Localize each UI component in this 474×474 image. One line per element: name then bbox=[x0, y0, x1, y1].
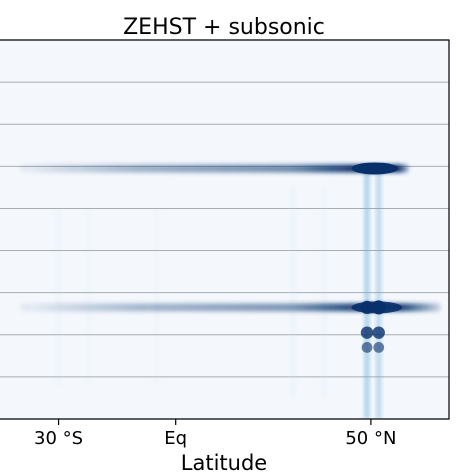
streak-mark bbox=[290, 187, 296, 398]
streak-mark bbox=[364, 166, 370, 419]
plot-area bbox=[0, 40, 449, 419]
x-tick-label: Eq bbox=[164, 428, 187, 449]
hotspot-mark bbox=[373, 342, 385, 353]
hotspot-mark bbox=[372, 326, 385, 339]
x-tick-label: 50 °N bbox=[345, 428, 396, 449]
plot-background bbox=[0, 40, 449, 419]
density-band-core bbox=[351, 162, 399, 175]
chart-title: ZEHST + subsonic bbox=[123, 15, 325, 40]
streak-mark bbox=[153, 208, 159, 386]
streak-mark bbox=[87, 208, 93, 386]
x-axis-label: Latitude bbox=[181, 451, 267, 474]
streak-mark bbox=[56, 208, 62, 386]
streak-mark bbox=[376, 166, 382, 419]
density-band bbox=[19, 303, 442, 312]
hotspot-mark bbox=[371, 300, 386, 315]
plot-frame bbox=[0, 39, 450, 420]
x-axis-ticks: 30 °S Eq 50 °N bbox=[34, 419, 396, 449]
density-hotspots bbox=[360, 300, 386, 353]
hotspot-mark bbox=[361, 342, 373, 353]
density-band bbox=[19, 164, 410, 173]
streak-mark bbox=[321, 187, 327, 398]
x-tick-label: 30 °S bbox=[34, 428, 83, 449]
hotspot-mark bbox=[360, 326, 374, 339]
vertical-streaks bbox=[56, 166, 382, 419]
hotspot-mark bbox=[360, 300, 374, 315]
